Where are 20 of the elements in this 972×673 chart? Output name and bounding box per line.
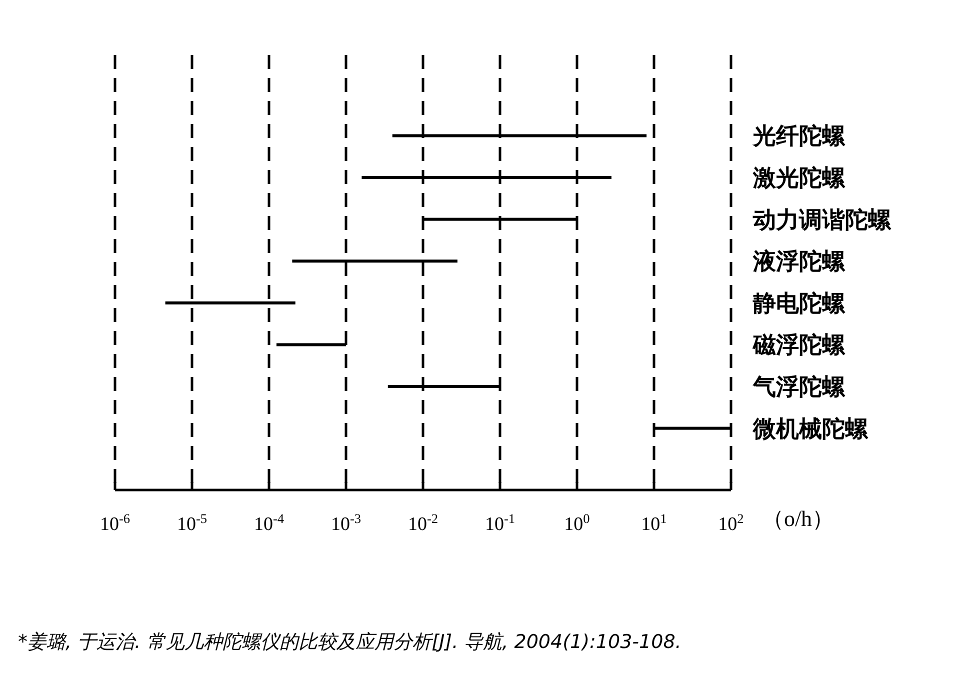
y-tick-label: 激光陀螺: [752, 166, 846, 192]
x-tick-label: 10$^{-5}$: [176, 510, 208, 535]
x-tick-label: 10$^{-4}$: [254, 510, 284, 535]
y-tick-label: 微机械陀螺: [752, 416, 869, 442]
x-tick-label: 10$^{-6}$: [100, 510, 130, 535]
y-tick-label: 静电陀螺: [752, 290, 846, 317]
bar: [165, 301, 296, 304]
y-tick-label: 液浮陀螺: [752, 249, 846, 276]
x-tick-label: 10$^{-2}$: [408, 510, 438, 535]
y-tick-label: 动力调谐陀螺: [752, 207, 892, 234]
x-axis-title: （o/h）: [762, 506, 834, 531]
x-tick-label: 10$^{-1}$: [484, 510, 516, 535]
text: *姜璐, 于运治. 常见几种陀螺仪的比较及应用分析[J]. 导航, 2004(1):103-108.: [18, 631, 682, 653]
y-tick-label: 磁浮陀螺: [752, 332, 846, 359]
x-tick-label: 10$^{-3}$: [330, 510, 362, 535]
y-tick-label: 光纤陀螺: [752, 124, 846, 150]
x-tick-label: 10$^{2}$: [718, 510, 744, 535]
y-tick-label: 气浮陀螺: [752, 374, 846, 400]
x-tick-label: 10$^{1}$: [641, 510, 667, 535]
x-tick-label: 10$^{0}$: [564, 510, 590, 535]
